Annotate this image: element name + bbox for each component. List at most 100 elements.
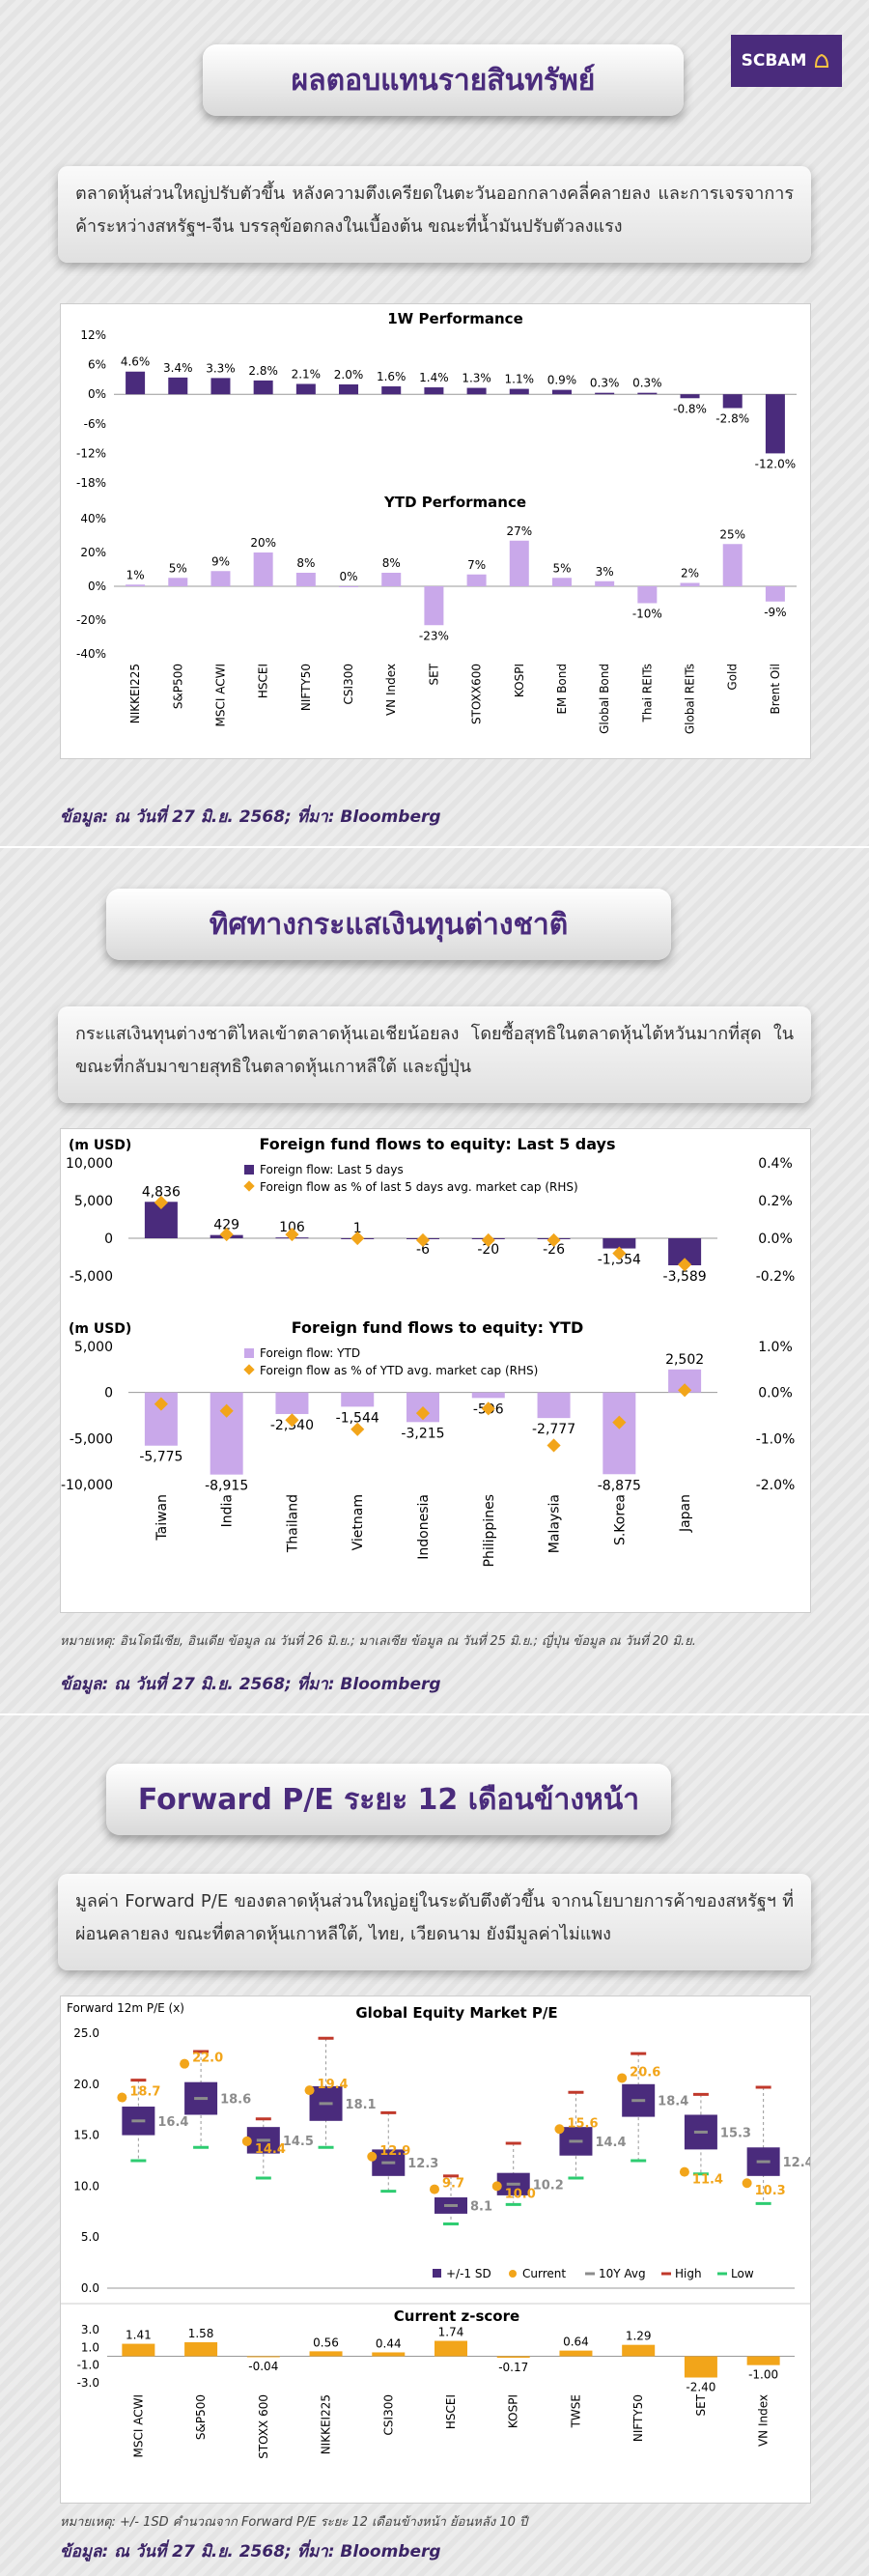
legend-swatch — [244, 1165, 254, 1175]
data-label: 2% — [681, 567, 699, 580]
data-label: 0% — [340, 570, 358, 583]
current-marker — [241, 2136, 252, 2146]
bar — [471, 1392, 505, 1399]
data-label: 27% — [506, 524, 532, 538]
x-tick-label: Thai REITs — [640, 664, 654, 723]
x-tick-label: KOSPI — [513, 664, 526, 697]
zscore-bar — [496, 2356, 530, 2359]
avg-label: 18.1 — [346, 2098, 377, 2112]
data-label: -2.8% — [715, 411, 749, 425]
x-tick-label: Philippines — [482, 1494, 497, 1567]
y-tick-label: 3.0 — [81, 2323, 99, 2336]
bar — [509, 388, 529, 395]
legend-swatch — [509, 2270, 517, 2278]
legend-swatch — [244, 1348, 254, 1358]
bar — [637, 586, 658, 604]
y-tick-label: 20.0 — [73, 2078, 99, 2091]
bar — [765, 586, 785, 602]
y2-tick-label: 0.2% — [758, 1194, 793, 1209]
section1-description: ตลาดหุ้นส่วนใหญ่ปรับตัวขึ้น หลังความตึงเ… — [58, 166, 811, 263]
bar — [295, 573, 316, 586]
zscore-title: Current z-score — [394, 2307, 519, 2325]
data-label: 1.4% — [419, 371, 449, 384]
section3-source: ข้อมูล: ณ วันที่ 27 มิ.ย. 2568; ที่มา: B… — [60, 2542, 441, 2562]
data-label: -0.8% — [673, 402, 707, 415]
data-label: 3% — [596, 565, 614, 579]
current-label: 9.7 — [442, 2177, 464, 2192]
bar — [381, 386, 402, 395]
x-tick-label: SET — [427, 663, 440, 685]
avg-label: 16.4 — [157, 2115, 188, 2130]
bar — [275, 1392, 309, 1414]
bar — [603, 1392, 636, 1475]
section2-title: ทิศทางกระแสเงินทุนต่างชาติ — [106, 889, 671, 960]
y-tick-label: -3.0 — [77, 2376, 99, 2390]
data-label: 2.0% — [334, 368, 364, 382]
current-marker — [117, 2092, 127, 2103]
zscore-label: 0.44 — [376, 2336, 402, 2350]
section3-note: หมายเหตุ: +/- 1SD คำนวณจาก Forward P/E ร… — [60, 2515, 528, 2530]
avg-label: 18.6 — [220, 2093, 251, 2108]
current-marker — [180, 2058, 190, 2069]
scbam-logo: SCBAM — [731, 35, 842, 87]
zscore-label: 1.41 — [126, 2329, 152, 2342]
zscore-bar — [372, 2352, 406, 2357]
y2-tick-label: -0.2% — [756, 1269, 796, 1285]
x-tick-label: S&P500 — [171, 664, 184, 709]
y-tick-label: 40% — [80, 512, 106, 525]
data-label: 5% — [552, 561, 571, 575]
bar — [424, 387, 444, 395]
x-tick-label: STOXX600 — [470, 664, 484, 724]
current-label: 10.3 — [755, 2184, 786, 2198]
y-tick-label: 20% — [80, 546, 106, 559]
legend-label: +/-1 SD — [446, 2267, 491, 2280]
bar — [595, 580, 615, 586]
zscore-label: 0.64 — [563, 2335, 589, 2349]
data-label: 429 — [213, 1218, 239, 1233]
legend-swatch — [243, 1180, 255, 1192]
avg-label: 12.4 — [783, 2156, 810, 2170]
x-tick-label: Malaysia — [547, 1494, 563, 1553]
current-label: 12.9 — [379, 2144, 410, 2159]
avg-label: 14.5 — [283, 2135, 314, 2149]
zscore-bar — [246, 2356, 280, 2358]
zscore-label: 1.74 — [438, 2326, 464, 2339]
bar — [603, 1238, 636, 1249]
section2-note: หมายเหตุ: อินโดนีเซีย, อินเดีย ข้อมูล ณ … — [60, 1634, 696, 1649]
section-divider — [0, 846, 869, 848]
legend-label: High — [675, 2267, 702, 2280]
x-tick-label: VN Index — [757, 2394, 771, 2447]
rhs-marker — [612, 1415, 627, 1430]
x-tick-label: CSI300 — [342, 664, 355, 704]
current-marker — [617, 2073, 628, 2083]
bar — [126, 584, 146, 586]
legend-label: 10Y Avg — [599, 2267, 646, 2280]
zscore-bar — [559, 2350, 593, 2357]
data-label: -10% — [632, 608, 662, 621]
x-tick-label: India — [220, 1494, 236, 1527]
zscore-bar — [122, 2343, 155, 2357]
bar — [295, 383, 316, 395]
chart-title: Global Equity Market P/E — [355, 2004, 557, 2022]
avg-label: 8.1 — [470, 2199, 492, 2214]
y2-tick-label: 1.0% — [758, 1340, 793, 1355]
legend-label: Foreign flow as % of YTD avg. market cap… — [260, 1364, 538, 1377]
bar — [424, 586, 444, 626]
data-label: 8% — [296, 556, 315, 570]
y-tick-label: -5,000 — [70, 1269, 113, 1285]
legend-label: Foreign flow: YTD — [260, 1346, 360, 1360]
y2-tick-label: 0.0% — [758, 1231, 793, 1247]
avg-label: 15.3 — [720, 2126, 751, 2140]
y-tick-label: -6% — [84, 417, 106, 431]
data-label: 1 — [353, 1221, 362, 1236]
avg-label: 18.4 — [658, 2095, 688, 2109]
data-label: 20% — [250, 536, 276, 550]
pe-chart: Forward 12m P/E (x) Global Equity Market … — [60, 1996, 814, 2504]
x-tick-label: Taiwan — [154, 1494, 170, 1542]
bar — [722, 544, 743, 586]
rhs-marker — [350, 1231, 365, 1246]
bar — [466, 387, 487, 395]
chart-title: 1W Performance — [387, 310, 523, 327]
y-axis-label: (m USD) — [69, 1321, 131, 1337]
y-tick-label: 0.0 — [81, 2281, 99, 2295]
